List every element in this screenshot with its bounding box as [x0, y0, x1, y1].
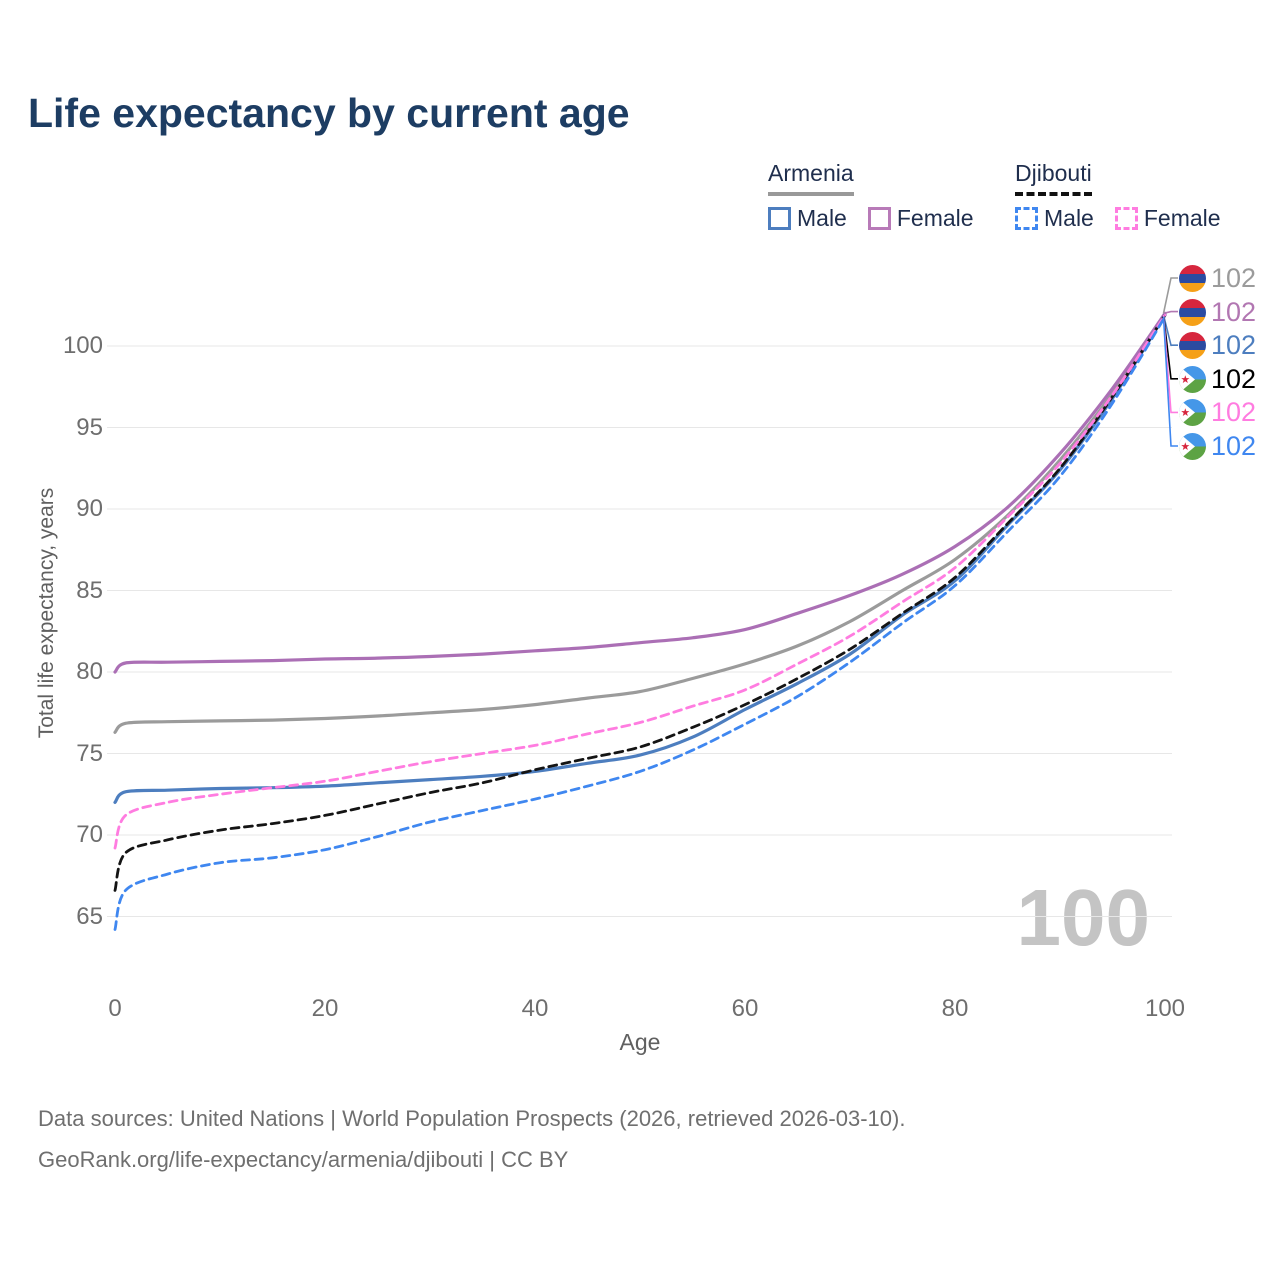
- legend-label-armenia-male[interactable]: Male: [797, 205, 847, 231]
- legend-label-armenia-female[interactable]: Female: [896, 205, 974, 231]
- end-label-armenia-total: 102: [1179, 262, 1257, 293]
- legend-label-djibouti-female[interactable]: Female: [1143, 205, 1221, 231]
- y-tick-75: 75: [76, 740, 103, 767]
- armenia-flag-icon: [1179, 264, 1206, 292]
- end-label-armenia-male: 102: [1179, 329, 1257, 360]
- end-label-connector-armenia-total: [1162, 277, 1178, 314]
- legend-checkbox-djibouti-female[interactable]: Female: [1114, 205, 1221, 232]
- footer-data-sources: Data sources: United Nations | World Pop…: [38, 1106, 906, 1131]
- legend-checkbox-box-djibouti-male[interactable]: [1015, 207, 1038, 230]
- armenia-flag-icon: [1179, 298, 1206, 326]
- end-label-djibouti-male: 102: [1179, 430, 1257, 461]
- end-label-armenia-female: 102: [1179, 296, 1257, 327]
- djibouti-flag-icon: [1179, 365, 1206, 393]
- series-line-djibouti-female[interactable]: [113, 313, 1167, 850]
- legend-group-title-armenia[interactable]: Armenia: [768, 160, 854, 196]
- y-tick-80: 80: [76, 658, 103, 685]
- y-tick-70: 70: [76, 821, 103, 848]
- legend-group-armenia: Armenia Male Female: [768, 160, 995, 232]
- series-line-armenia-male[interactable]: [113, 313, 1167, 804]
- end-label-connector-armenia-male: [1162, 314, 1178, 346]
- y-tick-95: 95: [76, 414, 103, 441]
- x-tick-0: 0: [108, 995, 122, 1022]
- end-label-value: 102: [1211, 262, 1257, 293]
- legend-checkbox-box-djibouti-female[interactable]: [1114, 207, 1138, 230]
- end-label-value: 102: [1211, 363, 1257, 394]
- legend-group-djibouti: Djibouti Male Female: [1015, 160, 1242, 232]
- x-tick-100: 100: [1144, 995, 1186, 1022]
- end-label-value: 102: [1211, 396, 1257, 427]
- legend-checkbox-armenia-female[interactable]: Female: [867, 205, 974, 232]
- series-line-djibouti-male[interactable]: [113, 315, 1167, 931]
- end-label-connector-djibouti-total: [1162, 314, 1178, 380]
- legend-checkbox-box-armenia-female[interactable]: [867, 207, 891, 230]
- x-tick-40: 40: [521, 995, 549, 1022]
- end-label-value: 102: [1211, 296, 1257, 327]
- y-tick-85: 85: [76, 577, 103, 604]
- legend-checkbox-armenia-male[interactable]: Male: [768, 205, 847, 232]
- page-title: Life expectancy by current age: [28, 90, 630, 136]
- legend-items-armenia: Male Female: [768, 205, 995, 232]
- x-tick-20: 20: [311, 995, 339, 1022]
- series-line-armenia-female[interactable]: [113, 311, 1167, 674]
- y-axis-title: Total life expectancy, years: [35, 487, 58, 739]
- end-label-connector-armenia-female: [1163, 310, 1178, 315]
- end-label-value: 102: [1211, 329, 1257, 360]
- end-label-connector-djibouti-male: [1162, 316, 1178, 447]
- age-counter-watermark: 100: [1016, 873, 1150, 962]
- legend-items-djibouti: Male Female: [1015, 205, 1242, 232]
- footer-attribution: GeoRank.org/life-expectancy/armenia/djib…: [38, 1147, 569, 1172]
- end-label-djibouti-female: 102: [1179, 396, 1257, 427]
- x-tick-80: 80: [941, 995, 969, 1022]
- legend-label-djibouti-male[interactable]: Male: [1044, 205, 1094, 231]
- legend-checkbox-djibouti-male[interactable]: Male: [1015, 205, 1094, 232]
- end-label-djibouti-total: 102: [1179, 363, 1257, 394]
- legend-checkbox-box-armenia-male[interactable]: [768, 207, 791, 230]
- y-tick-65: 65: [76, 903, 103, 930]
- series-line-djibouti-total[interactable]: [113, 313, 1167, 892]
- djibouti-flag-icon: [1179, 432, 1206, 460]
- djibouti-flag-icon: [1179, 398, 1206, 426]
- y-tick-100: 100: [62, 332, 103, 359]
- x-axis-title: Age: [619, 1029, 661, 1055]
- end-label-value: 102: [1211, 430, 1257, 461]
- x-tick-60: 60: [731, 995, 759, 1022]
- legend-group-title-djibouti[interactable]: Djibouti: [1015, 160, 1092, 196]
- armenia-flag-icon: [1179, 331, 1206, 359]
- y-tick-90: 90: [76, 495, 103, 522]
